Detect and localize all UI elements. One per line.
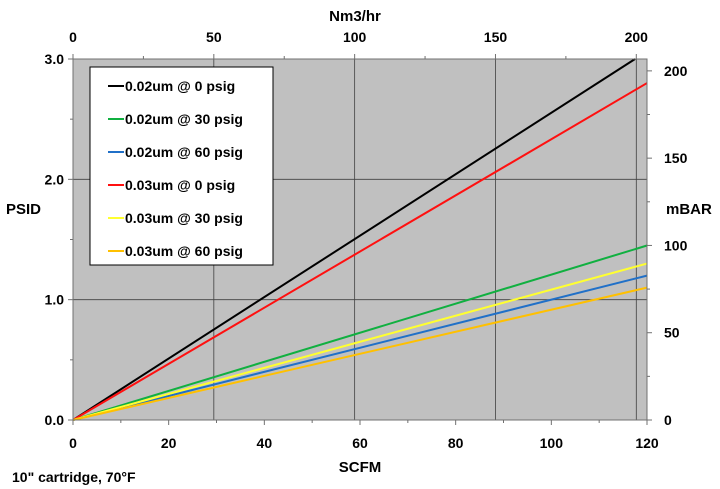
- chart-annotation: 10" cartridge, 70°F: [12, 469, 136, 485]
- x-axis-title: SCFM: [339, 459, 382, 476]
- y2-tick-label: 50: [664, 325, 680, 341]
- y-axis-title: PSID: [6, 201, 41, 218]
- x-tick-label: 120: [635, 435, 659, 451]
- x2-tick-label: 100: [343, 29, 367, 45]
- legend-label-2: 0.02um @ 30 psig: [125, 111, 243, 127]
- x-tick-label: 60: [352, 435, 368, 451]
- x-tick-label: 0: [69, 435, 77, 451]
- y-tick-label: 0.0: [45, 412, 65, 428]
- x2-tick-label: 200: [625, 29, 649, 45]
- y2-tick-label: 0: [664, 412, 672, 428]
- x2-tick-label: 0: [69, 29, 77, 45]
- series-line-5: [72, 262, 648, 421]
- x2-tick-label: 150: [484, 29, 508, 45]
- x2-axis-title: Nm3/hr: [329, 8, 381, 25]
- x-tick-label: 20: [161, 435, 177, 451]
- series-line-3: [72, 274, 648, 421]
- legend-label-1: 0.02um @ 0 psig: [125, 78, 235, 94]
- y2-tick-label: 200: [664, 63, 688, 79]
- series-line-1: [72, 58, 636, 421]
- series-line-2: [72, 244, 648, 421]
- legend-label-5: 0.03um @ 30 psig: [125, 210, 243, 226]
- y-tick-label: 2.0: [45, 171, 65, 187]
- series-line-6: [72, 286, 648, 421]
- y-tick-label: 1.0: [45, 292, 65, 308]
- legend-label-6: 0.03um @ 60 psig: [125, 243, 243, 259]
- x-tick-label: 80: [448, 435, 464, 451]
- series-lines: [72, 58, 648, 421]
- legend: 0.02um @ 0 psig 0.02um @ 30 psig 0.02um @ …: [89, 66, 274, 266]
- y2-axis-title: mBAR: [666, 201, 712, 218]
- y2-tick-label: 100: [664, 237, 688, 253]
- y-tick-label: 3.0: [45, 51, 65, 67]
- legend-box: [89, 66, 274, 266]
- legend-label-3: 0.02um @ 60 psig: [125, 144, 243, 160]
- y2-tick-label: 150: [664, 150, 688, 166]
- x-tick-label: 40: [257, 435, 273, 451]
- x2-tick-label: 50: [206, 29, 222, 45]
- legend-label-4: 0.03um @ 0 psig: [125, 177, 235, 193]
- series-line-4: [72, 82, 648, 421]
- x-tick-label: 100: [540, 435, 564, 451]
